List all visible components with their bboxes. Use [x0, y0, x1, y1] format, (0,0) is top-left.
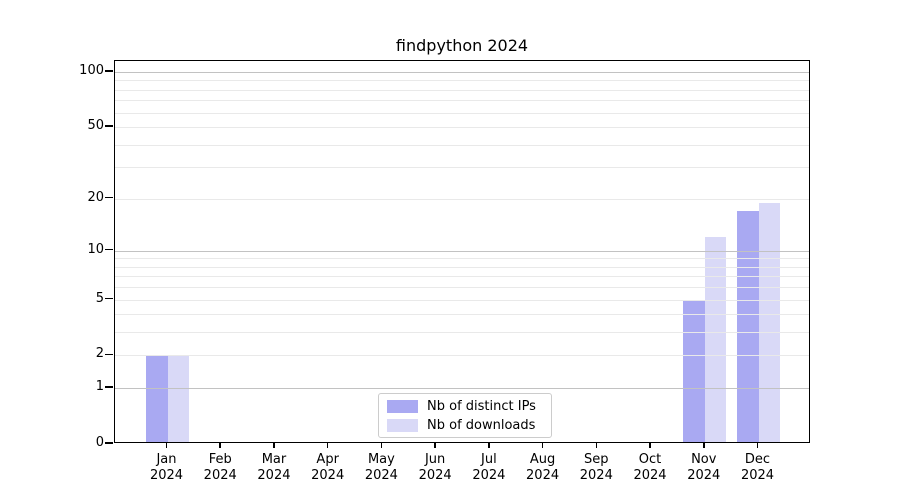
x-tick-label-year: 2024 — [257, 468, 291, 483]
major-gridline — [115, 388, 809, 390]
x-tick-mark — [165, 443, 168, 448]
minor-gridline — [115, 144, 809, 146]
x-tick-label-month: Jan — [156, 452, 177, 467]
minor-gridline — [115, 100, 809, 102]
x-tick-mark — [219, 443, 221, 448]
x-tick-label-month: May — [367, 452, 395, 467]
minor-gridline — [115, 80, 809, 82]
x-tick-mark — [434, 443, 436, 448]
x-tick-label-month: Aug — [529, 452, 556, 467]
plot-area — [114, 60, 810, 443]
x-tick-label-year: 2024 — [579, 468, 613, 483]
legend-swatch — [387, 399, 418, 413]
y-tick-label: 20 — [87, 189, 104, 205]
y-tick-label: 2 — [95, 346, 104, 362]
legend-label: Nb of distinct IPs — [427, 398, 536, 414]
x-tick-mark — [541, 443, 544, 448]
minor-gridline — [115, 112, 809, 114]
bar-downloads-dec — [758, 202, 780, 442]
x-tick-label-month: Sep — [584, 452, 609, 467]
minor-gridline — [115, 127, 809, 129]
x-tick-label-year: 2024 — [526, 468, 560, 483]
chart-title: findpython 2024 — [395, 36, 529, 55]
x-tick-label-month: Mar — [261, 452, 287, 467]
y-tick-mark — [105, 353, 113, 356]
y-tick-label: 50 — [87, 118, 104, 134]
x-tick-mark — [703, 443, 705, 448]
x-tick-mark — [380, 443, 383, 448]
legend-item: Nb of distinct IPs — [387, 399, 551, 414]
x-tick-mark — [649, 443, 651, 448]
minor-gridline — [115, 314, 809, 316]
x-tick-label-month: Dec — [744, 452, 771, 467]
major-gridline — [115, 71, 809, 73]
x-tick-mark — [488, 443, 490, 448]
y-tick-label: 5 — [95, 290, 104, 306]
y-tick-label: 10 — [87, 241, 104, 257]
minor-gridline — [115, 332, 809, 334]
bar-distinct-ips-dec — [737, 211, 759, 442]
x-tick-label-month: Nov — [691, 452, 717, 467]
minor-gridline — [115, 299, 809, 301]
x-tick-label-year: 2024 — [203, 468, 237, 483]
y-tick-mark — [105, 386, 113, 388]
legend: Nb of distinct IPs Nb of downloads — [378, 393, 552, 438]
x-tick-mark — [595, 443, 598, 448]
x-tick-label-year: 2024 — [149, 468, 184, 483]
minor-gridline — [115, 287, 809, 289]
y-tick-label: 100 — [79, 62, 104, 78]
bar-distinct-ips-nov — [683, 299, 705, 442]
x-tick-label-month: Jun — [424, 452, 446, 467]
x-tick-label-month: Jul — [481, 452, 497, 467]
minor-gridline — [115, 355, 809, 357]
x-tick-label-month: Oct — [638, 452, 662, 467]
minor-gridline — [115, 89, 809, 91]
x-tick-mark — [273, 443, 275, 448]
y-tick-label: 0 — [95, 435, 104, 450]
x-tick-label-year: 2024 — [687, 468, 721, 483]
x-tick-label-month: Feb — [208, 452, 232, 467]
x-tick-mark — [326, 443, 329, 448]
legend-swatch — [387, 418, 418, 432]
x-tick-label-year: 2024 — [364, 468, 398, 483]
x-tick-label-year: 2024 — [418, 468, 452, 483]
minor-gridline — [115, 276, 809, 278]
y-tick-mark — [105, 125, 113, 127]
x-tick-label-year: 2024 — [472, 468, 506, 483]
bar-distinct-ips-jan — [146, 355, 168, 442]
x-tick-label-year: 2024 — [633, 468, 667, 483]
x-tick-mark — [756, 443, 759, 448]
y-tick-mark — [105, 196, 113, 199]
minor-gridline — [115, 198, 809, 200]
x-tick-label-year: 2024 — [311, 468, 345, 483]
bar-downloads-jan — [167, 355, 189, 442]
minor-gridline — [115, 167, 809, 169]
y-tick-mark — [105, 442, 113, 444]
y-tick-label: 1 — [95, 379, 104, 395]
legend-item: Nb of downloads — [387, 418, 551, 433]
major-gridline — [115, 250, 809, 252]
minor-gridline — [115, 258, 809, 260]
x-tick-label-month: Apr — [316, 452, 339, 467]
x-tick-label-year: 2024 — [740, 468, 775, 483]
y-tick-mark — [105, 297, 113, 300]
minor-gridline — [115, 266, 809, 268]
y-tick-mark — [105, 70, 113, 72]
bar-downloads-nov — [704, 237, 727, 442]
y-tick-mark — [105, 248, 113, 251]
legend-label: Nb of downloads — [427, 417, 536, 433]
